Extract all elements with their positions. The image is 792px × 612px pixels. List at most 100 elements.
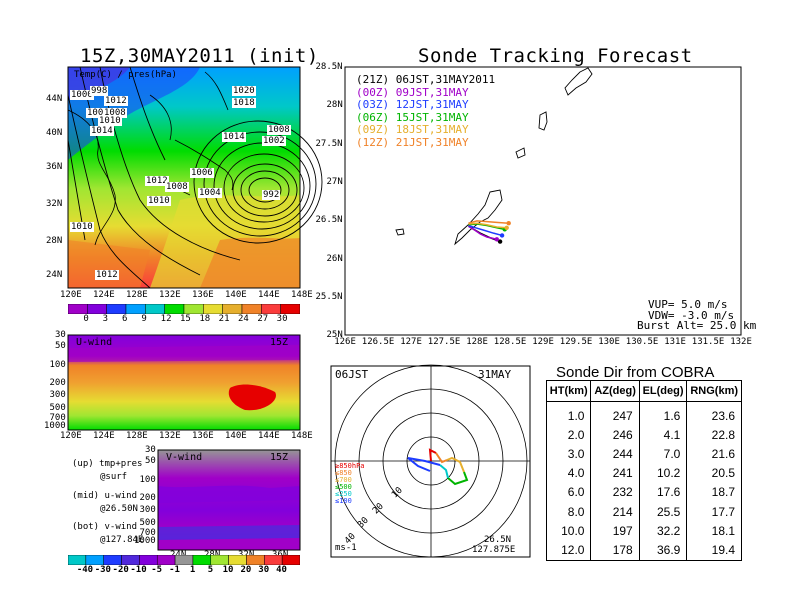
colorbar-swatch (264, 555, 283, 565)
cobra-row: 1.0 247 1.6 23.6 (545, 401, 742, 426)
lat-tick-label: 24N (46, 270, 63, 280)
pres-tick-label: 700 (139, 528, 156, 538)
cobra-cell: 232 (590, 482, 640, 502)
legend-note: (mid) u-wind (72, 491, 138, 501)
pres-tick-label: 300 (49, 390, 66, 400)
track-end-point (499, 233, 505, 238)
cobra-cell: 4.0 (545, 463, 592, 483)
tracking-land (395, 67, 593, 246)
cobra-cell: 247 (590, 401, 640, 426)
cobra-cell: 244 (590, 444, 640, 464)
lon-tick-label: 124E (93, 290, 115, 300)
hodograph-plot (330, 364, 531, 558)
cobra-cell: 17.6 (638, 482, 688, 502)
lon-tick-label: 127.5E (427, 337, 461, 347)
cobra-row: 6.0 232 17.6 18.7 (545, 482, 742, 502)
isobar-label: 1012 (95, 270, 119, 280)
lon-tick-label: 120E (60, 431, 82, 441)
pres-tick-label: 1000 (134, 536, 156, 546)
cobra-cell: 1.6 (638, 401, 688, 426)
colorbar-swatch (241, 304, 262, 314)
level-legend-entry: ≤250 (335, 490, 352, 498)
colorbar-label: 6 (122, 314, 128, 324)
pres-tick-label: 200 (139, 493, 156, 503)
pres-tick-label: 30 (55, 330, 66, 340)
lon-tick-label: 140E (225, 431, 247, 441)
tracking-title: Sonde Tracking Forecast (418, 45, 693, 67)
cobra-cell: 4.1 (638, 425, 688, 445)
pres-tick-label: 700 (49, 413, 66, 423)
cobra-cell: 7.0 (638, 444, 688, 464)
legend-note: @127.84E (100, 535, 144, 545)
map-title: 15Z,30MAY2011 (init) (80, 45, 319, 67)
tracking-legend-entry: (09Z) 18JST,31MAY (356, 123, 469, 136)
isobar-label: 1012 (104, 96, 128, 106)
lat-tick-label: 40N (46, 128, 63, 138)
colorbar-swatch (164, 304, 185, 314)
colorbar-label: 40 (276, 565, 287, 575)
lat-tick-label: 25.5N (315, 291, 343, 302)
cobra-cell: 197 (590, 521, 640, 541)
lat-tick-label: 27N (326, 176, 343, 187)
cobra-row: 4.0 241 10.2 20.5 (545, 463, 742, 483)
cobra-cell: 23.6 (686, 401, 742, 426)
colorbar-label: 30 (276, 314, 288, 324)
pres-tick-label: 30 (145, 445, 156, 455)
colorbar-swatch (228, 555, 247, 565)
isobar-label: 1014 (222, 132, 246, 142)
colorbar-swatch (183, 304, 204, 314)
cobra-header-cell: HT(km) (545, 380, 592, 402)
tracking-legend-entry: (06Z) 15JST,31MAY (356, 110, 469, 124)
track-end-point (494, 237, 499, 242)
vwind-label: V-wind (166, 452, 203, 463)
isobar-label: 1010 (147, 196, 171, 206)
isobar-label: 1020 (232, 86, 256, 96)
lat-tick-label: 28N (46, 236, 63, 246)
cobra-cell: 3.0 (545, 444, 592, 464)
cobra-cell: 8.0 (545, 501, 592, 522)
colorbar-swatch (246, 555, 265, 565)
vwind-time: 15Z (270, 452, 289, 463)
cobra-cell: 22.8 (686, 425, 742, 445)
pres-tick-label: 200 (49, 378, 66, 388)
lon-tick-label: 131E (664, 337, 686, 347)
cobra-cell: 18.1 (686, 521, 742, 541)
cobra-title: Sonde Dir from COBRA (556, 364, 715, 381)
legend-note: @surf (100, 472, 128, 482)
isobar-label: 1010 (70, 222, 94, 232)
lat-tick-label: 28N (326, 100, 343, 111)
lat-tick-label: 28.5N (315, 62, 343, 72)
lon-tick-label: 128E (126, 431, 148, 441)
tracking-param: Burst Alt= 25.0 km (637, 319, 757, 332)
lat-tick-label: 27.5N (315, 138, 343, 149)
lon-tick-label: 130E (598, 337, 620, 347)
map-colorbar (68, 304, 300, 314)
lon-tick-label: 144E (258, 431, 280, 441)
cobra-cell: 246 (590, 425, 640, 445)
level-legend-entry: ≤100 (335, 497, 352, 505)
tracking-legend-entry: (21Z) 06JST,31MAY2011 (356, 73, 496, 86)
track-end-point (497, 239, 503, 244)
lon-tick-label: 148E (291, 431, 313, 441)
colorbar-swatch (87, 304, 107, 314)
colorbar-label: 27 (257, 314, 269, 324)
track-line (468, 224, 503, 237)
colorbar-label: -40 (76, 565, 94, 575)
colorbar-label: 12 (160, 314, 172, 324)
lat-tick-label: 25N (326, 330, 343, 341)
cobra-body: 1.0 247 1.6 23.6 2.0 246 4.1 22.8 3.0 244 7.0 21.6 4… (545, 401, 742, 560)
level-legend-entry: ≤700 (335, 476, 352, 484)
colorbar-swatch (222, 304, 243, 314)
tracking-frame (344, 66, 742, 336)
colorbar-label: 10 (222, 565, 234, 575)
colorbar-label: 3 (102, 314, 109, 324)
cobra-header-cell: AZ(deg) (590, 380, 640, 402)
hodograph-lat: 26.5N (484, 535, 512, 545)
colorbar-swatch (281, 555, 300, 565)
lon-tick-label: 126.5E (361, 337, 395, 347)
cobra-row: 2.0 246 4.1 22.8 (545, 425, 742, 445)
lon-tick-label: 129E (532, 337, 554, 347)
colorbar-swatch (210, 555, 229, 565)
legend-note: (bot) v-wind (72, 522, 138, 532)
cobra-cell: 2.0 (545, 425, 592, 445)
